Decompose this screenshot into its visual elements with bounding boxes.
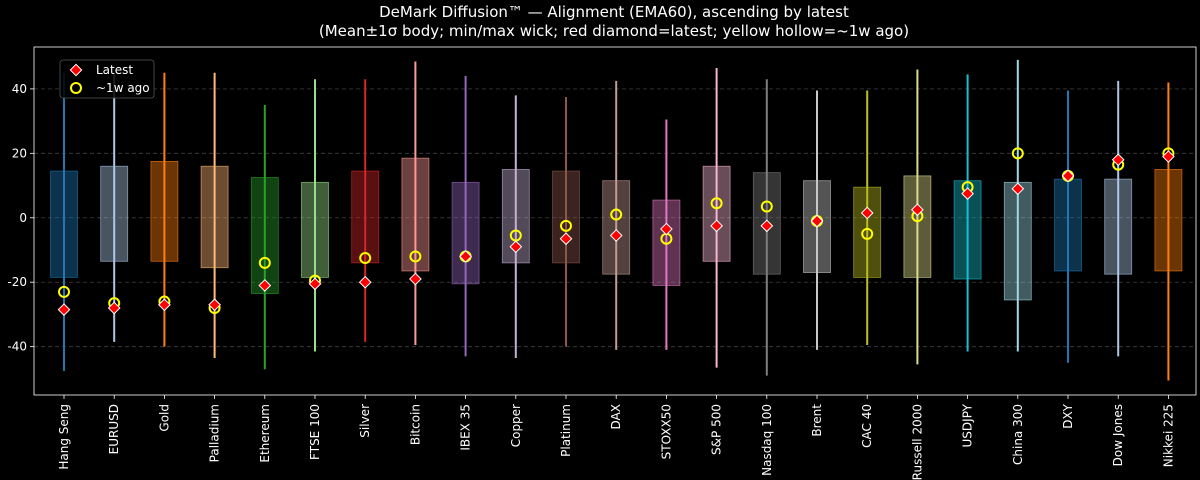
body-7	[401, 157, 430, 272]
body-11	[602, 180, 631, 275]
week-ago-marker-11	[610, 208, 623, 221]
week-ago-marker-4	[258, 256, 271, 269]
latest-marker-15	[810, 214, 824, 228]
latest-marker-11	[609, 229, 623, 242]
x-tick-label: Platinum	[559, 404, 573, 457]
body-10	[552, 170, 580, 264]
y-tick-label: -20	[7, 275, 27, 289]
latest-marker-13	[710, 219, 723, 233]
x-tick-label: Brent	[810, 404, 824, 437]
body-6	[351, 170, 380, 264]
x-tick-label: FTSE 100	[308, 404, 322, 460]
x-tick-label: Russell 2000	[910, 404, 924, 480]
x-tick-label: STOXX50	[659, 404, 673, 459]
legend: Latest ~1w ago	[59, 59, 155, 99]
latest-marker-19	[1011, 182, 1025, 196]
body-2	[150, 160, 179, 262]
body-22	[1154, 169, 1183, 272]
week-ago-marker-6	[359, 252, 372, 265]
week-ago-marker-10	[560, 219, 572, 232]
x-tick-label: Dow Jones	[1111, 404, 1125, 466]
latest-marker-7	[409, 272, 422, 286]
legend-latest-label: Latest	[96, 63, 133, 77]
y-tick-label: -40	[7, 340, 27, 354]
body-3	[200, 165, 229, 269]
body-1	[100, 165, 129, 262]
latest-marker-2	[158, 298, 171, 312]
wick-layer	[63, 59, 1170, 381]
y-tick-label: 0	[19, 211, 27, 225]
body-16	[853, 186, 882, 278]
x-tick-label: DXY	[1061, 403, 1075, 428]
week-ago-marker-19	[1011, 147, 1024, 160]
chart-title: DeMark Diffusion™ — Alignment (EMA60), a…	[379, 3, 849, 21]
x-axis: Hang Seng EURUSD Gold Palladium Ethereum FTSE…	[57, 395, 1175, 480]
latest-marker-16	[860, 206, 874, 220]
latest-marker-20	[1061, 169, 1075, 183]
x-tick-label: EURUSD	[107, 404, 121, 454]
latest-marker-5	[308, 277, 322, 291]
body-8	[451, 181, 480, 285]
latest-marker-14	[760, 219, 774, 233]
x-tick-label: IBEX 35	[459, 404, 473, 451]
body-20	[1054, 178, 1082, 272]
legend-frame	[59, 59, 155, 99]
x-tick-label: S&P 500	[710, 404, 724, 455]
latest-marker-21	[1111, 153, 1125, 167]
body-5	[301, 181, 329, 278]
y-tick-label: 20	[12, 146, 27, 160]
body-4	[250, 177, 279, 294]
plot-area-frame	[33, 46, 1197, 396]
latest-marker-3	[208, 298, 221, 312]
body-21	[1104, 178, 1133, 275]
latest-marker-1	[107, 301, 121, 315]
x-tick-label: Copper	[509, 404, 523, 447]
latest-marker-4	[258, 279, 272, 292]
body-13	[702, 165, 731, 262]
x-tick-label: Bitcoin	[408, 404, 422, 445]
latest-marker-17	[911, 203, 924, 217]
latest-marker-8	[459, 250, 472, 263]
latest-marker-10	[559, 232, 573, 246]
legend-weekago-marker	[70, 82, 82, 94]
marker-layer	[57, 147, 1175, 316]
chart-subtitle: (Mean±1σ body; min/max wick; red diamond…	[319, 22, 909, 40]
x-tick-label: Ethereum	[258, 404, 272, 463]
latest-marker-0	[57, 303, 71, 316]
x-tick-label: Nikkei 225	[1161, 404, 1175, 467]
week-ago-marker-0	[58, 285, 70, 298]
x-tick-label: Nasdaq 100	[760, 404, 774, 476]
body-17	[903, 175, 932, 278]
latest-marker-6	[358, 275, 372, 289]
week-ago-marker-7	[409, 250, 422, 263]
week-ago-marker-13	[710, 197, 723, 210]
x-tick-label: USDJPY	[961, 403, 975, 447]
latest-marker-22	[1162, 150, 1175, 163]
grid-layer	[34, 88, 1196, 348]
legend-weekago-label: ~1w ago	[96, 81, 150, 95]
y-tick-label: 40	[12, 82, 27, 96]
x-tick-label: Silver	[358, 404, 372, 438]
x-tick-label: DAX	[609, 404, 623, 429]
body-0	[50, 170, 78, 278]
body-19	[1003, 181, 1032, 301]
latest-marker-18	[961, 187, 974, 200]
x-tick-label: China 300	[1011, 404, 1025, 465]
x-tick-label: CAC 40	[860, 404, 874, 448]
x-tick-label: Gold	[157, 404, 171, 432]
latest-marker-12	[660, 222, 673, 236]
y-axis: -40 -20 0 20 40	[7, 82, 34, 354]
legend-latest-marker	[69, 63, 83, 77]
week-ago-marker-14	[760, 200, 773, 213]
week-ago-marker-16	[861, 227, 874, 240]
x-tick-label: Palladium	[208, 404, 222, 462]
x-tick-label: Hang Seng	[57, 404, 71, 470]
body-layer	[50, 157, 1183, 301]
latest-marker-9	[509, 240, 523, 254]
